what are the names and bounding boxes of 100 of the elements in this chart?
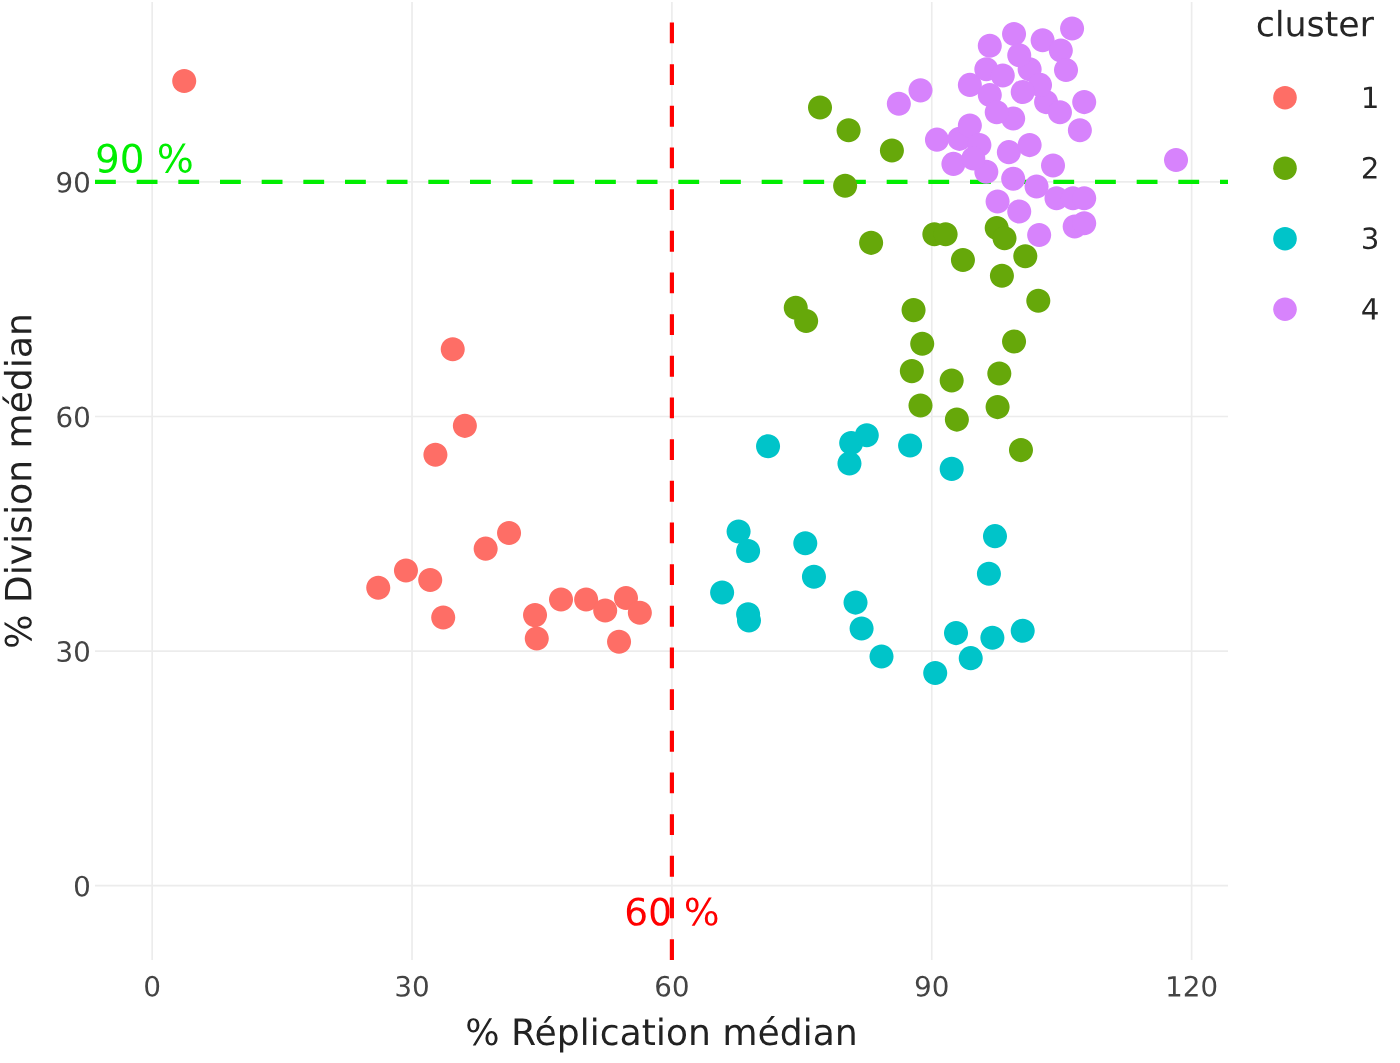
point <box>1053 58 1079 83</box>
point <box>1060 16 1085 41</box>
point <box>1001 166 1026 191</box>
point <box>886 91 911 116</box>
point <box>1024 174 1049 199</box>
point <box>1041 153 1066 178</box>
x-tick-label: 90 <box>915 975 948 997</box>
point <box>924 127 949 152</box>
point <box>497 520 522 546</box>
point <box>976 561 1001 586</box>
point <box>793 531 818 556</box>
point <box>987 361 1012 386</box>
point <box>1007 199 1032 224</box>
point <box>910 331 935 356</box>
legend-title: cluster <box>1257 9 1374 37</box>
point <box>908 78 933 103</box>
point <box>1002 22 1027 47</box>
point <box>908 393 933 418</box>
point <box>950 248 975 273</box>
point <box>756 434 781 459</box>
x-axis-title: % Réplication médian <box>467 1016 855 1053</box>
point <box>1008 438 1033 463</box>
point <box>869 644 894 669</box>
point <box>627 600 652 625</box>
point <box>440 337 465 362</box>
point <box>524 626 549 651</box>
point <box>992 226 1017 251</box>
point <box>985 189 1010 214</box>
point <box>944 407 969 432</box>
point <box>1072 211 1097 236</box>
point <box>990 63 1015 88</box>
point <box>985 395 1010 420</box>
point <box>473 536 498 561</box>
point <box>736 538 761 564</box>
point <box>843 590 868 615</box>
point <box>943 621 969 646</box>
point <box>961 146 986 171</box>
point <box>859 230 884 255</box>
point <box>849 616 874 641</box>
point <box>837 451 862 476</box>
legend-label: 1 <box>1364 86 1377 108</box>
point <box>423 442 448 467</box>
point <box>1002 329 1027 354</box>
point <box>523 603 548 628</box>
x-tick-label: 0 <box>145 975 160 997</box>
point <box>1067 118 1092 143</box>
point <box>613 585 639 610</box>
point <box>941 151 966 176</box>
point <box>939 456 964 481</box>
point <box>879 138 904 163</box>
point <box>980 625 1005 650</box>
point <box>607 629 632 654</box>
point <box>574 587 599 612</box>
point <box>1010 79 1035 104</box>
legend-label: 4 <box>1362 298 1378 320</box>
point <box>899 359 924 384</box>
point <box>1047 100 1072 125</box>
point <box>1164 147 1189 172</box>
point <box>1027 223 1052 248</box>
point <box>807 95 833 120</box>
y-tick-label: 90 <box>57 171 89 193</box>
point <box>431 605 456 630</box>
point <box>923 660 948 686</box>
point <box>1017 133 1042 158</box>
y-tick-label: 0 <box>74 875 89 897</box>
point <box>172 68 197 94</box>
point <box>1010 618 1035 643</box>
point <box>794 309 819 334</box>
ref-line-label: 60 % <box>626 897 718 926</box>
point <box>898 433 923 458</box>
x-tick-label: 30 <box>396 975 428 997</box>
point <box>1048 38 1073 63</box>
point <box>939 368 964 393</box>
point <box>1030 28 1055 53</box>
point <box>393 558 418 583</box>
x-tick-label: 120 <box>1168 975 1217 997</box>
point <box>801 564 826 589</box>
point <box>977 33 1002 58</box>
point <box>833 173 858 198</box>
point <box>984 100 1009 125</box>
point <box>854 423 879 448</box>
point <box>366 575 391 600</box>
point <box>418 567 443 592</box>
legend-label: 3 <box>1363 227 1378 250</box>
point <box>836 118 861 143</box>
point <box>1026 288 1051 313</box>
y-axis-title: % Division médian <box>2 316 32 647</box>
point <box>958 646 983 671</box>
point <box>957 72 982 97</box>
y-tick-label: 30 <box>57 641 89 663</box>
point <box>548 587 574 612</box>
point <box>996 140 1021 165</box>
point <box>726 519 751 544</box>
point <box>982 524 1008 549</box>
point <box>710 580 735 605</box>
point <box>901 298 926 323</box>
x-tick-label: 60 <box>656 975 688 997</box>
ref-line-label: 90 % <box>97 143 192 173</box>
point <box>989 263 1014 288</box>
point <box>593 598 618 623</box>
